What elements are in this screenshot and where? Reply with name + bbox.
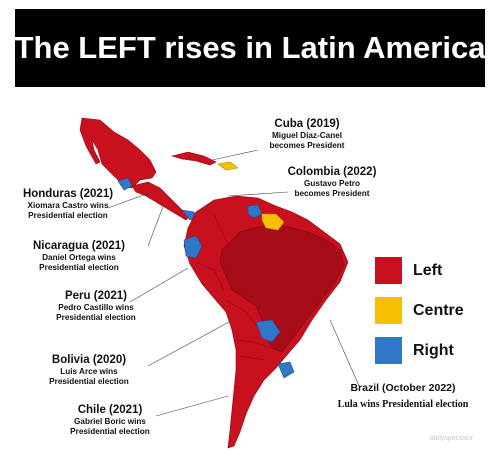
annotation-peru-country: Peru (2021): [64, 290, 127, 302]
legend-item-right: Right: [375, 337, 454, 364]
legend-swatch-left: [375, 257, 402, 284]
annotation-nicaragua-country: Nicaragua (2021): [32, 240, 126, 252]
region-ecuador: [183, 235, 203, 259]
title-banner: The LEFT rises in Latin America: [15, 9, 485, 87]
annotation-chile-line-2: Presidential election: [70, 426, 150, 436]
annotation-colombia: Colombia (2022) Gustavo Petro becomes Pr…: [276, 166, 388, 198]
legend-item-left: Left: [375, 257, 442, 284]
annotation-brazil-line-1: Lula wins Presidential election: [337, 399, 469, 411]
annotation-nicaragua-line-1: Daniel Ortega wins: [42, 253, 116, 263]
region-uruguay: [277, 361, 295, 379]
legend-swatch-centre: [375, 297, 402, 324]
region-cuba: [170, 151, 217, 166]
region-hispaniola: [217, 161, 239, 171]
region-brazil: [219, 225, 345, 353]
annotation-honduras-line-2: Presidential election: [28, 210, 108, 220]
annotation-honduras-country: Honduras (2021): [22, 188, 114, 200]
annotation-honduras: Honduras (2021) Xiomara Castro wins Pres…: [10, 188, 126, 220]
region-paraguay: [255, 319, 281, 343]
legend-label-right: Right: [413, 341, 454, 359]
annotation-nicaragua-line-2: Presidential election: [39, 262, 119, 272]
leader-lines: [107, 149, 361, 417]
annotation-colombia-line-1: Gustavo Petro: [304, 179, 360, 189]
annotation-colombia-line-2: becomes President: [294, 188, 370, 198]
legend-item-centre: Centre: [375, 297, 464, 324]
legend-swatch-right: [375, 337, 402, 364]
annotation-bolivia-country: Bolivia (2020): [51, 354, 127, 366]
watermark: dailyspectator: [430, 435, 474, 442]
annotation-cuba-line-2: becomes President: [269, 140, 345, 150]
legend-label-centre: Centre: [413, 301, 464, 319]
annotation-cuba-line-1: Miguel Díaz-Canel: [271, 131, 343, 141]
annotation-bolivia-line-1: Luis Arce wins: [60, 367, 118, 377]
region-guyana: [247, 204, 263, 219]
annotation-bolivia-line-2: Presidential election: [49, 376, 129, 386]
annotation-brazil: Brazil (October 2022) Lula wins Presiden…: [330, 382, 476, 412]
annotation-chile: Chile (2021) Gabriel Boric wins Presiden…: [54, 404, 166, 436]
annotation-peru-line-1: Pedro Castillo wins: [58, 303, 134, 313]
legend-label-left: Left: [413, 261, 443, 279]
annotation-bolivia: Bolivia (2020) Luis Arce wins Presidenti…: [32, 354, 146, 386]
region-central-america: [131, 181, 191, 221]
map-title: The LEFT rises in Latin America: [14, 30, 486, 65]
annotation-chile-line-1: Gabriel Boric wins: [74, 417, 146, 427]
annotation-colombia-country: Colombia (2022): [287, 166, 377, 178]
annotation-brazil-country: Brazil (October 2022): [350, 382, 456, 394]
region-mexico: [79, 117, 157, 189]
region-suriname: [261, 213, 285, 231]
annotation-cuba: Cuba (2019) Miguel Díaz-Canel becomes Pr…: [252, 118, 362, 150]
annotation-peru-line-2: Presidential election: [56, 312, 136, 322]
annotation-honduras-line-1: Xiomara Castro wins: [27, 201, 109, 211]
annotation-cuba-country: Cuba (2019): [274, 118, 340, 130]
annotation-peru: Peru (2021) Pedro Castillo wins Presiden…: [40, 290, 152, 322]
country-borders: [195, 213, 271, 361]
annotation-chile-country: Chile (2021): [77, 404, 143, 416]
annotation-nicaragua: Nicaragua (2021) Daniel Ortega wins Pres…: [18, 240, 140, 272]
